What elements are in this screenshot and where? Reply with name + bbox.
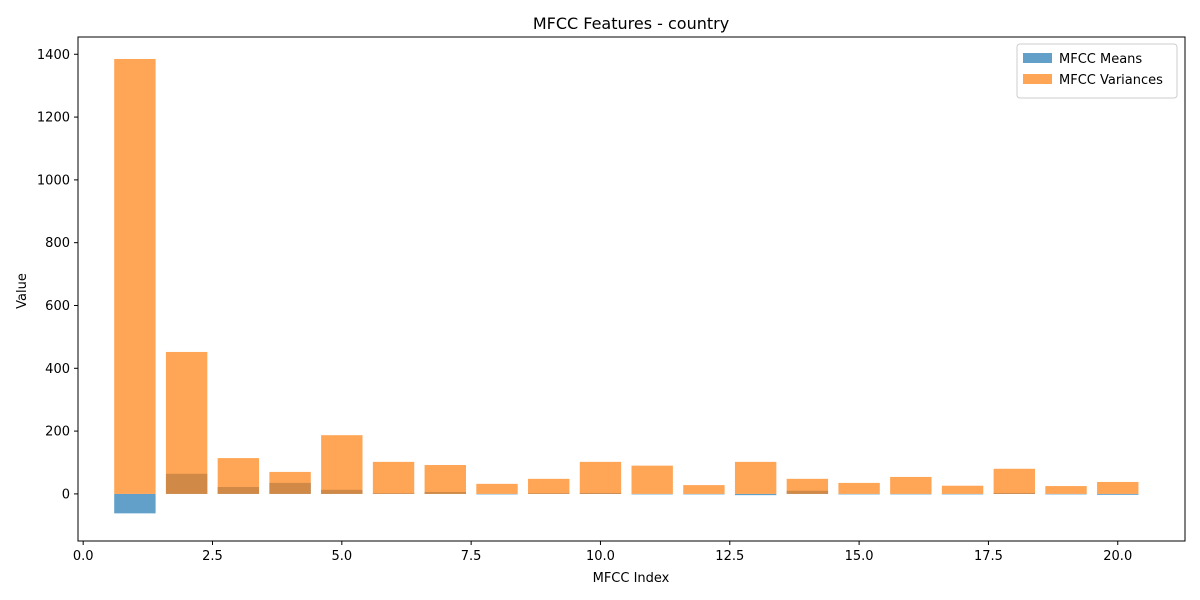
bar-series1-19 <box>1045 493 1087 495</box>
bar-series1-12 <box>683 493 725 495</box>
y-tick-label: 400 <box>45 362 70 377</box>
bar-series2-13 <box>734 461 777 494</box>
bar-series2-2 <box>165 351 208 494</box>
x-tick-label: 17.5 <box>974 549 1003 564</box>
x-tick-label: 12.5 <box>715 549 744 564</box>
bar-series2-14 <box>786 478 829 494</box>
plot-frame <box>77 36 1186 542</box>
x-axis: 0.0 2.5 5.0 7.5 10.0 12.5 15.0 17.5 20.0 <box>73 541 1132 564</box>
bar-series1-11 <box>631 493 673 495</box>
bar-series1-8 <box>476 493 518 495</box>
bar-series2-20 <box>1097 481 1139 494</box>
legend-label: MFCC Variances <box>1059 73 1163 88</box>
bars-layer <box>114 58 1139 514</box>
x-tick-label: 2.5 <box>202 549 223 564</box>
bar-series1-1 <box>114 493 156 514</box>
bar-series2-12 <box>683 485 725 494</box>
bar-series2-4 <box>269 471 311 494</box>
series-2 <box>114 58 1139 494</box>
x-axis-label: MFCC Index <box>593 571 670 586</box>
x-tick-label: 20.0 <box>1103 549 1132 564</box>
bar-series2-8 <box>476 483 518 494</box>
bar-series1-13 <box>734 493 777 496</box>
x-tick-label: 15.0 <box>845 549 874 564</box>
bar-series2-11 <box>631 465 673 494</box>
legend-label: MFCC Means <box>1059 52 1142 67</box>
bar-series2-18 <box>993 468 1035 494</box>
y-tick-label: 0 <box>62 487 70 502</box>
y-tick-label: 800 <box>45 236 70 251</box>
bar-series2-3 <box>217 458 260 494</box>
x-tick-label: 0.0 <box>73 549 94 564</box>
bar-series2-15 <box>838 482 880 494</box>
bar-series2-6 <box>372 461 415 494</box>
bar-series1-15 <box>838 493 880 495</box>
y-tick-label: 1400 <box>37 48 70 63</box>
bar-series1-17 <box>941 493 984 495</box>
bar-series2-1 <box>114 58 156 494</box>
bar-series2-10 <box>579 461 622 494</box>
y-axis-label: Value <box>15 273 30 309</box>
bar-series2-9 <box>528 478 570 494</box>
legend-swatch <box>1023 53 1052 63</box>
bar-series2-5 <box>321 435 363 494</box>
x-tick-label: 7.5 <box>461 549 482 564</box>
legend-frame <box>1016 43 1178 99</box>
legend: MFCC Means MFCC Variances <box>1016 43 1178 99</box>
bar-series2-17 <box>941 485 984 494</box>
y-tick-label: 1000 <box>37 173 70 188</box>
x-tick-label: 5.0 <box>331 549 352 564</box>
x-tick-label: 10.0 <box>586 549 615 564</box>
y-tick-label: 200 <box>45 425 70 440</box>
y-axis: 0 200 400 600 800 1000 1200 1400 <box>37 48 78 502</box>
bar-series1-20 <box>1097 493 1139 495</box>
chart-title: MFCC Features - country <box>533 14 729 33</box>
bar-series2-19 <box>1045 486 1087 494</box>
bar-series2-7 <box>424 465 466 494</box>
bar-series2-16 <box>890 476 932 494</box>
legend-swatch <box>1023 74 1052 84</box>
y-tick-label: 600 <box>45 299 70 314</box>
bar-series1-16 <box>890 493 932 495</box>
y-tick-label: 1200 <box>37 111 70 126</box>
